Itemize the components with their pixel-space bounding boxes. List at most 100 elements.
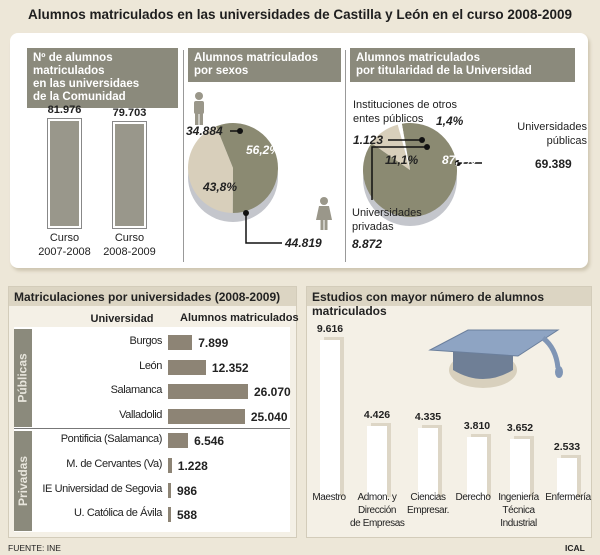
label-line: Admon. y [357,492,397,503]
year-bar-label: Curso 2008-2009 [98,231,161,259]
title-line: de la Comunidad [33,91,126,103]
female-percent: 56,2% [246,143,281,157]
label-line: privadas [352,221,394,233]
title-line: en las universidaes [33,78,140,90]
man-icon [194,92,204,125]
universities-panel-title: Matriculaciones por universidades (2008-… [9,287,296,306]
university-value: 6.546 [194,434,225,449]
university-name: Burgos [129,335,163,347]
label-line: Curso [114,232,145,244]
university-bar [168,482,172,498]
university-name: M. de Cervantes (Va) [66,458,162,470]
public-universities-count: 69.389 [535,157,572,171]
label-line: Industrial [500,518,537,529]
other-institutions-label: Instituciones de otros entes públicos [353,98,457,126]
study-value: 4.426 [363,409,391,422]
study-label: Derecho [452,491,494,504]
label-line: de Empresas [350,518,405,529]
label-line: 2008-2009 [103,246,156,258]
university-value: 25.040 [250,409,288,424]
label-line: Dirección [357,505,397,516]
university-name: U. Católica de Ávila [74,507,162,520]
chart2-title: Alumnos matriculados por sexos [188,48,341,82]
year-bar [47,117,82,229]
year-bar-label: Curso 2007-2008 [33,231,96,259]
chart3-title: Alumnos matriculados por titularidad de … [350,48,575,82]
year-bar [112,120,147,229]
pie-charts [188,92,482,244]
title-line: por titularidad de la Universidad [356,65,532,77]
university-value: 26.070 [254,385,291,400]
university-name: Valladolid [119,408,162,421]
university-bar [168,433,189,449]
label-line: Curso [49,232,80,244]
university-value: 7.899 [198,336,229,350]
university-name: Salamanca [110,384,163,397]
university-name: IE Universidad de Segovia [42,482,162,495]
study-bar [320,340,340,500]
study-bar [367,426,387,500]
private-universities-count: 8.872 [352,237,383,251]
study-value: 2.533 [553,440,581,453]
year-bar-value: 81.976 [47,103,82,116]
page-title: Alumnos matriculados en las universidade… [28,7,572,22]
pie-slice [188,126,233,213]
study-label: Ingeniería Técnica Industrial [494,491,543,530]
label-line: Empresar. [407,505,449,516]
group-divider [14,428,290,429]
university-value: 1.228 [177,459,208,473]
woman-icon [316,197,332,230]
female-count: 44.819 [285,236,322,250]
pie-slice [216,122,278,213]
label-line: Ciencias [410,492,446,503]
divider [345,50,346,262]
title-line: Alumnos matriculados [356,52,480,64]
university-value: 588 [177,508,198,523]
label-line: Instituciones de otros [353,99,457,111]
study-value: 3.810 [463,419,491,432]
study-label: Ciencias Empresar. [404,491,452,517]
public-percent: 87,4% [442,153,477,167]
university-bar [168,335,193,350]
study-value: 9.616 [316,323,344,335]
label-line: Universidades [517,121,587,133]
university-name: León [139,359,162,372]
study-value: 4.335 [414,410,442,423]
group-label: Privadas [16,455,31,507]
other-institutions-count: 1.123 [353,133,384,147]
pie-slice [362,123,457,218]
private-percent: 11,1% [385,153,419,167]
leader-dots [237,128,461,216]
divider [183,50,184,262]
label-line: públicas [546,135,587,147]
male-percent: 43,8% [203,180,238,194]
study-label: Enfermería [543,491,593,504]
studies-panel: Estudios con mayor número de alumnos mat… [306,286,592,538]
chart1-title: Nº de alumnos matriculados en las univer… [27,48,178,108]
group-label: Públicas [16,353,31,403]
other-institutions-percent: 1,4% [436,114,464,128]
study-bar [418,427,438,500]
ownership-pie [362,123,457,226]
column-header-university: Universidad [90,313,154,325]
label-line: 2007-2008 [38,246,91,258]
male-count: 34.884 [186,124,223,138]
university-name: Pontificia (Salamanca) [60,433,163,446]
label-line: Ingeniería [498,492,539,503]
graduation-cap-icon [428,329,563,388]
source-note: FUENTE: INE [8,543,61,553]
group-band-privadas: Privadas [14,431,32,531]
study-label: Admon. y Dirección de Empresas [350,491,405,530]
column-header-students: Alumnos matriculados [180,312,299,324]
label-line: Enfermería [545,492,591,503]
label-line: Técnica [502,505,535,516]
studies-panel-title: Estudios con mayor número de alumnos mat… [307,287,591,318]
title-line: Nº de alumnos matriculados [33,52,113,77]
university-bar [168,384,248,400]
study-bar [557,457,577,500]
study-label: Maestro [308,491,350,504]
year-bar-value: 79.703 [112,106,147,119]
university-bar [168,408,245,424]
label-line: Maestro [312,492,346,503]
university-bar [168,458,172,473]
